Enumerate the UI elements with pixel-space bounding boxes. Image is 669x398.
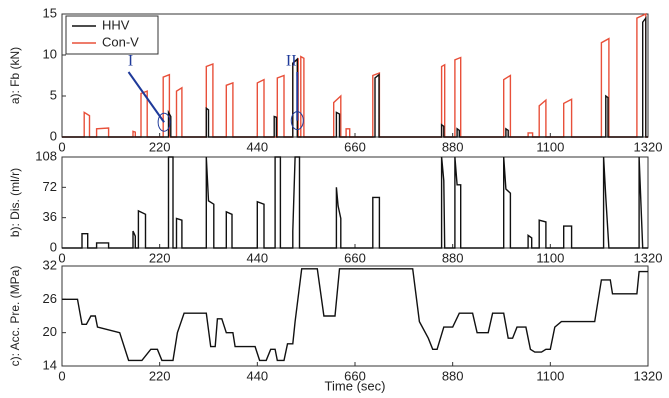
plot-frame	[61, 156, 649, 249]
x-tick-label: 880	[442, 139, 464, 154]
x-tick-label: 1100	[536, 139, 564, 154]
data-line	[62, 156, 648, 249]
y-tick-label: 14	[43, 357, 57, 372]
annotation-arrow	[127, 71, 165, 123]
x-tick-label: 440	[246, 368, 268, 383]
y-tick-label: 72	[43, 179, 57, 194]
y-tick-label: 15	[43, 5, 57, 20]
x-tick-label: 880	[442, 368, 464, 383]
y-axis-label: a): Fb (kN)	[8, 47, 22, 104]
x-tick-label: 1100	[536, 368, 564, 383]
y-tick-label: 26	[43, 291, 57, 306]
x-axis-label: Time (sec)	[325, 378, 386, 393]
x-tick-label: 1100	[536, 250, 564, 265]
legend-label: Con-V	[102, 34, 139, 49]
y-tick-label: 0	[50, 128, 57, 143]
legend-box	[65, 15, 159, 55]
x-tick-label: 880	[442, 250, 464, 265]
x-tick-label: 1320	[634, 368, 663, 383]
x-tick-label: 440	[246, 139, 268, 154]
x-tick-label: 1320	[634, 250, 663, 265]
x-tick-label: 220	[149, 139, 171, 154]
x-tick-label: 660	[344, 368, 366, 383]
y-tick-label: 32	[43, 257, 57, 272]
x-tick-label: 440	[246, 250, 268, 265]
data-line	[62, 16, 648, 138]
annotation: II	[286, 53, 297, 70]
x-tick-label: 0	[58, 250, 65, 265]
legend-label: HHV	[102, 17, 130, 32]
y-axis-label: b): Dis. (ml/r)	[8, 168, 22, 237]
x-tick-label: 660	[344, 139, 366, 154]
annotation: I	[128, 53, 133, 70]
annotation-circle	[157, 112, 171, 132]
x-tick-label: 0	[58, 368, 65, 383]
x-tick-label: 660	[344, 250, 366, 265]
y-tick-label: 108	[35, 148, 57, 163]
data-line	[62, 12, 648, 138]
y-tick-label: 10	[43, 46, 57, 61]
y-tick-label: 5	[50, 87, 57, 102]
x-tick-label: 1320	[634, 139, 663, 154]
y-tick-label: 36	[43, 209, 57, 224]
y-tick-label: 20	[43, 324, 57, 339]
y-tick-label: 0	[50, 239, 57, 254]
y-axis-label: c): Acc. Pre. (MPa)	[8, 266, 22, 367]
x-tick-label: 0	[58, 139, 65, 154]
annotation-circle	[290, 111, 304, 131]
x-tick-label: 220	[149, 250, 171, 265]
x-tick-label: 220	[149, 368, 171, 383]
data-line	[62, 268, 648, 362]
